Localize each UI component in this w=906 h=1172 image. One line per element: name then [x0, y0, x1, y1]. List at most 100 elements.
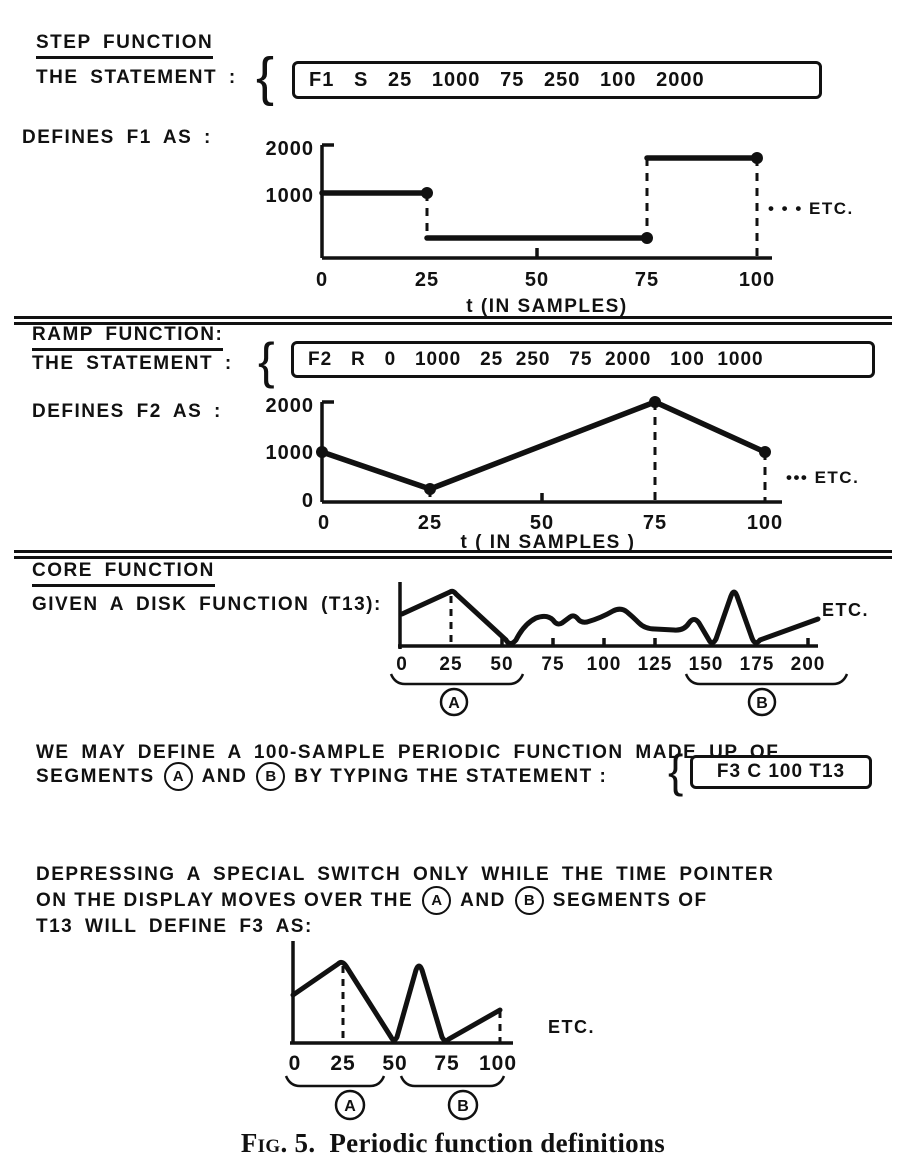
switch-text-line3: T13 WILL DEFINE F3 AS: — [36, 916, 313, 937]
ramp-statement-brace: { — [258, 333, 275, 389]
segment-b-circle — [447, 1089, 479, 1121]
x-tick-label: 175 — [740, 654, 775, 675]
ramp-defines-label: DEFINES F2 AS : — [32, 401, 222, 422]
x-tick-label: 100 — [479, 1052, 517, 1075]
data-point — [424, 483, 436, 495]
data-point — [421, 187, 433, 199]
f3-dashed-guides — [341, 966, 502, 1043]
y-tick-label: 1000 — [266, 185, 315, 207]
section-divider — [14, 550, 892, 559]
step-defines-label: DEFINES F1 AS : — [22, 127, 212, 148]
segment-b-badge: B — [256, 762, 286, 791]
x-tick-label: 25 — [439, 654, 462, 675]
f3-tick-labels: 0 25 50 75 100 — [289, 1052, 517, 1075]
core-statement-text: F3 C 100 T13 — [716, 761, 846, 782]
figure-caption-text: Periodic function definitions — [329, 1128, 666, 1158]
segment-b-brace — [399, 1075, 506, 1088]
segment-a-badge: A — [163, 762, 193, 791]
step-statement-text: F1 S 25 1000 75 250 100 2000 — [309, 68, 705, 91]
x-tick-label: 100 — [747, 512, 783, 534]
x-axis-label: t ( IN SAMPLES ) — [461, 532, 636, 553]
t13-disk-curve — [399, 588, 821, 646]
y-tick-label: 0 — [302, 490, 314, 512]
f1-step-curve — [319, 155, 760, 241]
ramp-axes — [320, 400, 782, 504]
x-tick-label: 125 — [638, 654, 673, 675]
etc-label: • • • ETC. — [768, 199, 854, 218]
x-tick-label: 50 — [525, 269, 549, 291]
etc-label: ••• ETC. — [786, 468, 859, 487]
step-axes — [320, 143, 772, 260]
x-tick-label: 25 — [415, 269, 439, 291]
ramp-statement-label: THE STATEMENT : — [32, 353, 233, 374]
x-tick-label: 75 — [434, 1052, 459, 1075]
x-tick-label: 150 — [689, 654, 724, 675]
switch-text-line1: DEPRESSING A SPECIAL SWITCH ONLY WHILE T… — [36, 864, 775, 885]
x-tick-label: 100 — [739, 269, 775, 291]
f1-data-points — [421, 152, 763, 244]
x-tick-label: 75 — [635, 269, 659, 291]
x-tick-label: 50 — [530, 512, 554, 534]
data-point — [316, 446, 328, 458]
segment-b-label: B — [457, 1098, 469, 1115]
x-tick-label: 200 — [791, 654, 826, 675]
etc-label: ETC. — [822, 600, 869, 620]
x-tick-label: 0 — [396, 654, 408, 675]
switch-line2-and: AND — [460, 889, 506, 911]
x-tick-label: 25 — [330, 1052, 355, 1075]
step-tick-labels: 2000 1000 0 25 50 75 100 — [266, 138, 775, 291]
x-tick-label: 0 — [318, 512, 330, 534]
ramp-dashed-guides — [428, 402, 767, 502]
segment-a-label: A — [448, 695, 460, 712]
f3-segment-braces — [284, 1075, 506, 1121]
segment-b-label: B — [756, 695, 768, 712]
ramp-section-heading: RAMP FUNCTION: — [32, 324, 224, 351]
data-point — [649, 396, 661, 408]
define-line2-prefix: SEGMENTS — [36, 765, 155, 787]
step-statement-brace: { — [256, 47, 275, 107]
disk-function-plot: 0 25 50 75 100 125 150 175 200 ETC. A B — [389, 582, 869, 717]
core-section-heading: CORE FUNCTION — [32, 560, 215, 587]
step-section-heading: STEP FUNCTION — [36, 32, 214, 59]
segment-a-circle — [334, 1089, 366, 1121]
figure-caption: Fig. 5. Periodic function definitions — [0, 1128, 906, 1159]
data-point — [751, 152, 763, 164]
x-axis-label: t (IN SAMPLES) — [466, 296, 627, 317]
segment-b-badge: B — [514, 886, 544, 915]
data-point — [641, 232, 653, 244]
switch-line2-suffix: SEGMENTS OF — [552, 889, 708, 911]
step-dashed-guides — [425, 158, 759, 258]
switch-line2-prefix: ON THE DISPLAY MOVES OVER THE — [36, 889, 414, 911]
segment-braces — [389, 673, 849, 717]
etc-label: ETC. — [548, 1017, 595, 1037]
define-statement-brace: { — [668, 745, 684, 797]
ramp-function-plot: 2000 1000 0 0 25 50 75 100 t ( IN SAMPLE… — [266, 395, 859, 553]
x-tick-label: 100 — [587, 654, 622, 675]
define-line2-and: AND — [201, 765, 248, 787]
step-statement-label: THE STATEMENT : — [36, 67, 237, 88]
x-tick-label: 75 — [541, 654, 564, 675]
x-tick-label: 0 — [289, 1052, 302, 1075]
ramp-statement-text: F2 R 0 1000 25 250 75 2000 100 1000 — [308, 348, 764, 370]
segment-a-badge: A — [422, 886, 452, 915]
f3-function-plot: 0 25 50 75 100 ETC. A B — [284, 941, 595, 1121]
step-function-plot: 2000 1000 0 25 50 75 100 t (IN SAMPLES) … — [266, 138, 854, 317]
disk-tick-labels: 0 25 50 75 100 125 150 175 200 — [396, 654, 826, 675]
x-tick-label: 50 — [490, 654, 513, 675]
define-line2-suffix: BY TYPING THE STATEMENT : — [294, 765, 608, 787]
x-tick-label: 0 — [316, 269, 328, 291]
x-tick-label: 25 — [418, 512, 442, 534]
segment-a-brace — [389, 673, 525, 686]
define-text-line2: SEGMENTS A AND B BY TYPING THE STATEMENT… — [36, 762, 607, 791]
f2-ramp-curve — [319, 399, 768, 492]
core-given-label: GIVEN A DISK FUNCTION (T13): — [32, 594, 382, 615]
segment-b-brace — [684, 673, 849, 686]
segment-a-label: A — [344, 1098, 356, 1115]
ramp-tick-labels: 2000 1000 0 0 25 50 75 100 — [266, 395, 783, 534]
segment-b-circle — [747, 687, 777, 717]
y-tick-label: 2000 — [266, 138, 315, 160]
data-point — [759, 446, 771, 458]
segment-a-circle — [439, 687, 469, 717]
ramp-statement-box: F2 R 0 1000 25 250 75 2000 100 1000 — [291, 341, 875, 378]
